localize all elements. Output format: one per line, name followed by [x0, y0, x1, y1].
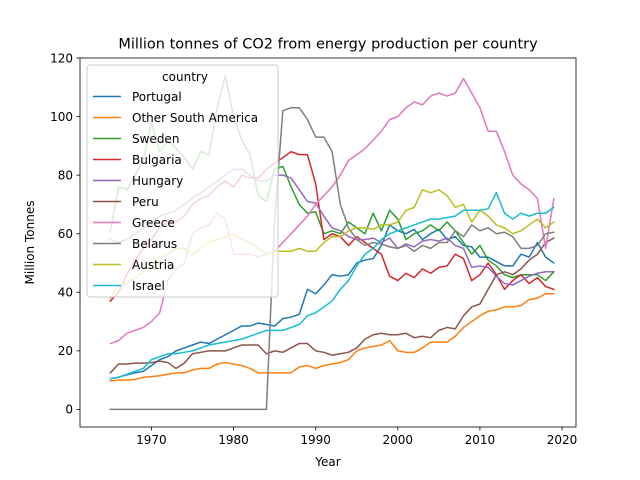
legend: country Portugal Other South America Swede…: [86, 64, 279, 298]
legend-title: country: [162, 70, 208, 84]
y-tick-label: 100: [50, 110, 73, 124]
x-tick-label: 1970: [136, 433, 167, 447]
legend-label: Israel: [132, 279, 165, 293]
series-line-israel: [109, 191, 555, 380]
y-tick-label: 40: [58, 286, 73, 300]
x-tick-label: 2010: [465, 433, 496, 447]
series-line-peru: [109, 237, 555, 374]
legend-label: Peru: [132, 195, 159, 209]
x-tick-label: 2000: [383, 433, 414, 447]
series-line-belarus: [109, 107, 555, 411]
legend-label: Belarus: [132, 237, 177, 251]
y-tick-label: 80: [58, 168, 73, 182]
legend-label: Greece: [132, 216, 175, 230]
series-line-other-south-america: [109, 293, 555, 382]
chart-title: Million tonnes of CO2 from energy produc…: [118, 37, 538, 53]
y-axis: 0 20 40 60 80 100 120: [50, 51, 80, 417]
x-tick-label: 1990: [300, 433, 331, 447]
y-tick-label: 60: [58, 227, 73, 241]
y-tick-label: 0: [65, 403, 73, 417]
legend-label: Bulgaria: [132, 153, 182, 167]
legend-label: Sweden: [132, 132, 179, 146]
plot-frame: [79, 57, 577, 428]
legend-label: Austria: [132, 258, 174, 272]
y-tick-label: 20: [58, 344, 73, 358]
y-axis-label: Million Tonnes: [23, 201, 37, 285]
x-axis-label: Year: [314, 455, 340, 469]
x-tick-label: 1980: [218, 433, 249, 447]
x-tick-label: 2020: [547, 433, 578, 447]
y-tick-label: 120: [50, 51, 73, 65]
legend-label: Other South America: [132, 111, 258, 125]
legend-label: Hungary: [132, 174, 183, 188]
x-axis: 1970 1980 1990 2000 2010 2020: [136, 427, 577, 447]
legend-label: Portugal: [132, 90, 182, 104]
legend-frame: [86, 64, 279, 298]
series-line-portugal: [109, 224, 555, 380]
